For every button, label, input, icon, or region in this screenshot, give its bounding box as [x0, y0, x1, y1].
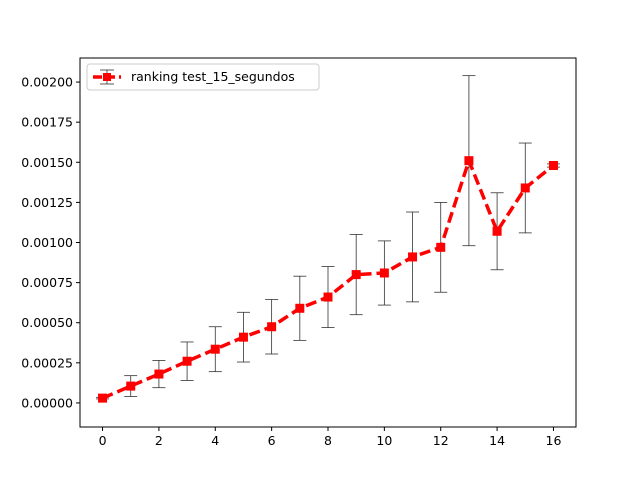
x-tick-label: 0 [99, 433, 107, 448]
y-tick-label: 0.00175 [21, 115, 73, 130]
data-point [379, 268, 389, 278]
x-tick-label: 12 [433, 433, 449, 448]
data-point [464, 156, 474, 166]
data-point [210, 344, 220, 354]
x-tick-label: 2 [155, 433, 163, 448]
legend-marker [103, 73, 111, 81]
y-axis-ticks: 0.00000 0.00025 0.00050 0.00075 0.00100 0.001… [21, 75, 80, 410]
y-tick-label: 0.00050 [21, 315, 73, 330]
data-point [436, 242, 446, 252]
y-tick-label: 0.00100 [21, 235, 73, 250]
data-point [154, 369, 164, 379]
x-tick-label: 14 [489, 433, 505, 448]
data-point [492, 226, 502, 236]
y-tick-label: 0.00075 [21, 275, 73, 290]
data-point [182, 356, 192, 366]
legend: ranking test_15_segundos [86, 63, 320, 91]
y-tick-label: 0.00025 [21, 355, 73, 370]
data-point [323, 292, 333, 302]
data-point [238, 332, 248, 342]
x-tick-label: 4 [211, 433, 219, 448]
y-tick-label: 0.00125 [21, 195, 73, 210]
x-tick-label: 8 [324, 433, 332, 448]
data-point [520, 183, 530, 193]
x-tick-label: 16 [546, 433, 562, 448]
data-point [408, 252, 418, 262]
y-tick-label: 0.00000 [21, 395, 73, 410]
data-point [126, 381, 136, 391]
data-point [548, 160, 558, 170]
legend-box [86, 63, 320, 91]
data-series [98, 156, 558, 403]
y-tick-label: 0.00150 [21, 155, 73, 170]
x-tick-label: 6 [268, 433, 276, 448]
data-point [351, 270, 361, 280]
y-tick-label: 0.00200 [21, 75, 73, 90]
legend-label: ranking test_15_segundos [131, 69, 295, 84]
plot-frame [79, 57, 577, 428]
x-axis-ticks: 0 2 4 6 8 10 12 14 16 [99, 427, 562, 448]
x-tick-label: 10 [376, 433, 392, 448]
data-point [98, 393, 108, 403]
data-point [267, 322, 277, 332]
data-point [295, 303, 305, 313]
plot-area [80, 58, 576, 427]
